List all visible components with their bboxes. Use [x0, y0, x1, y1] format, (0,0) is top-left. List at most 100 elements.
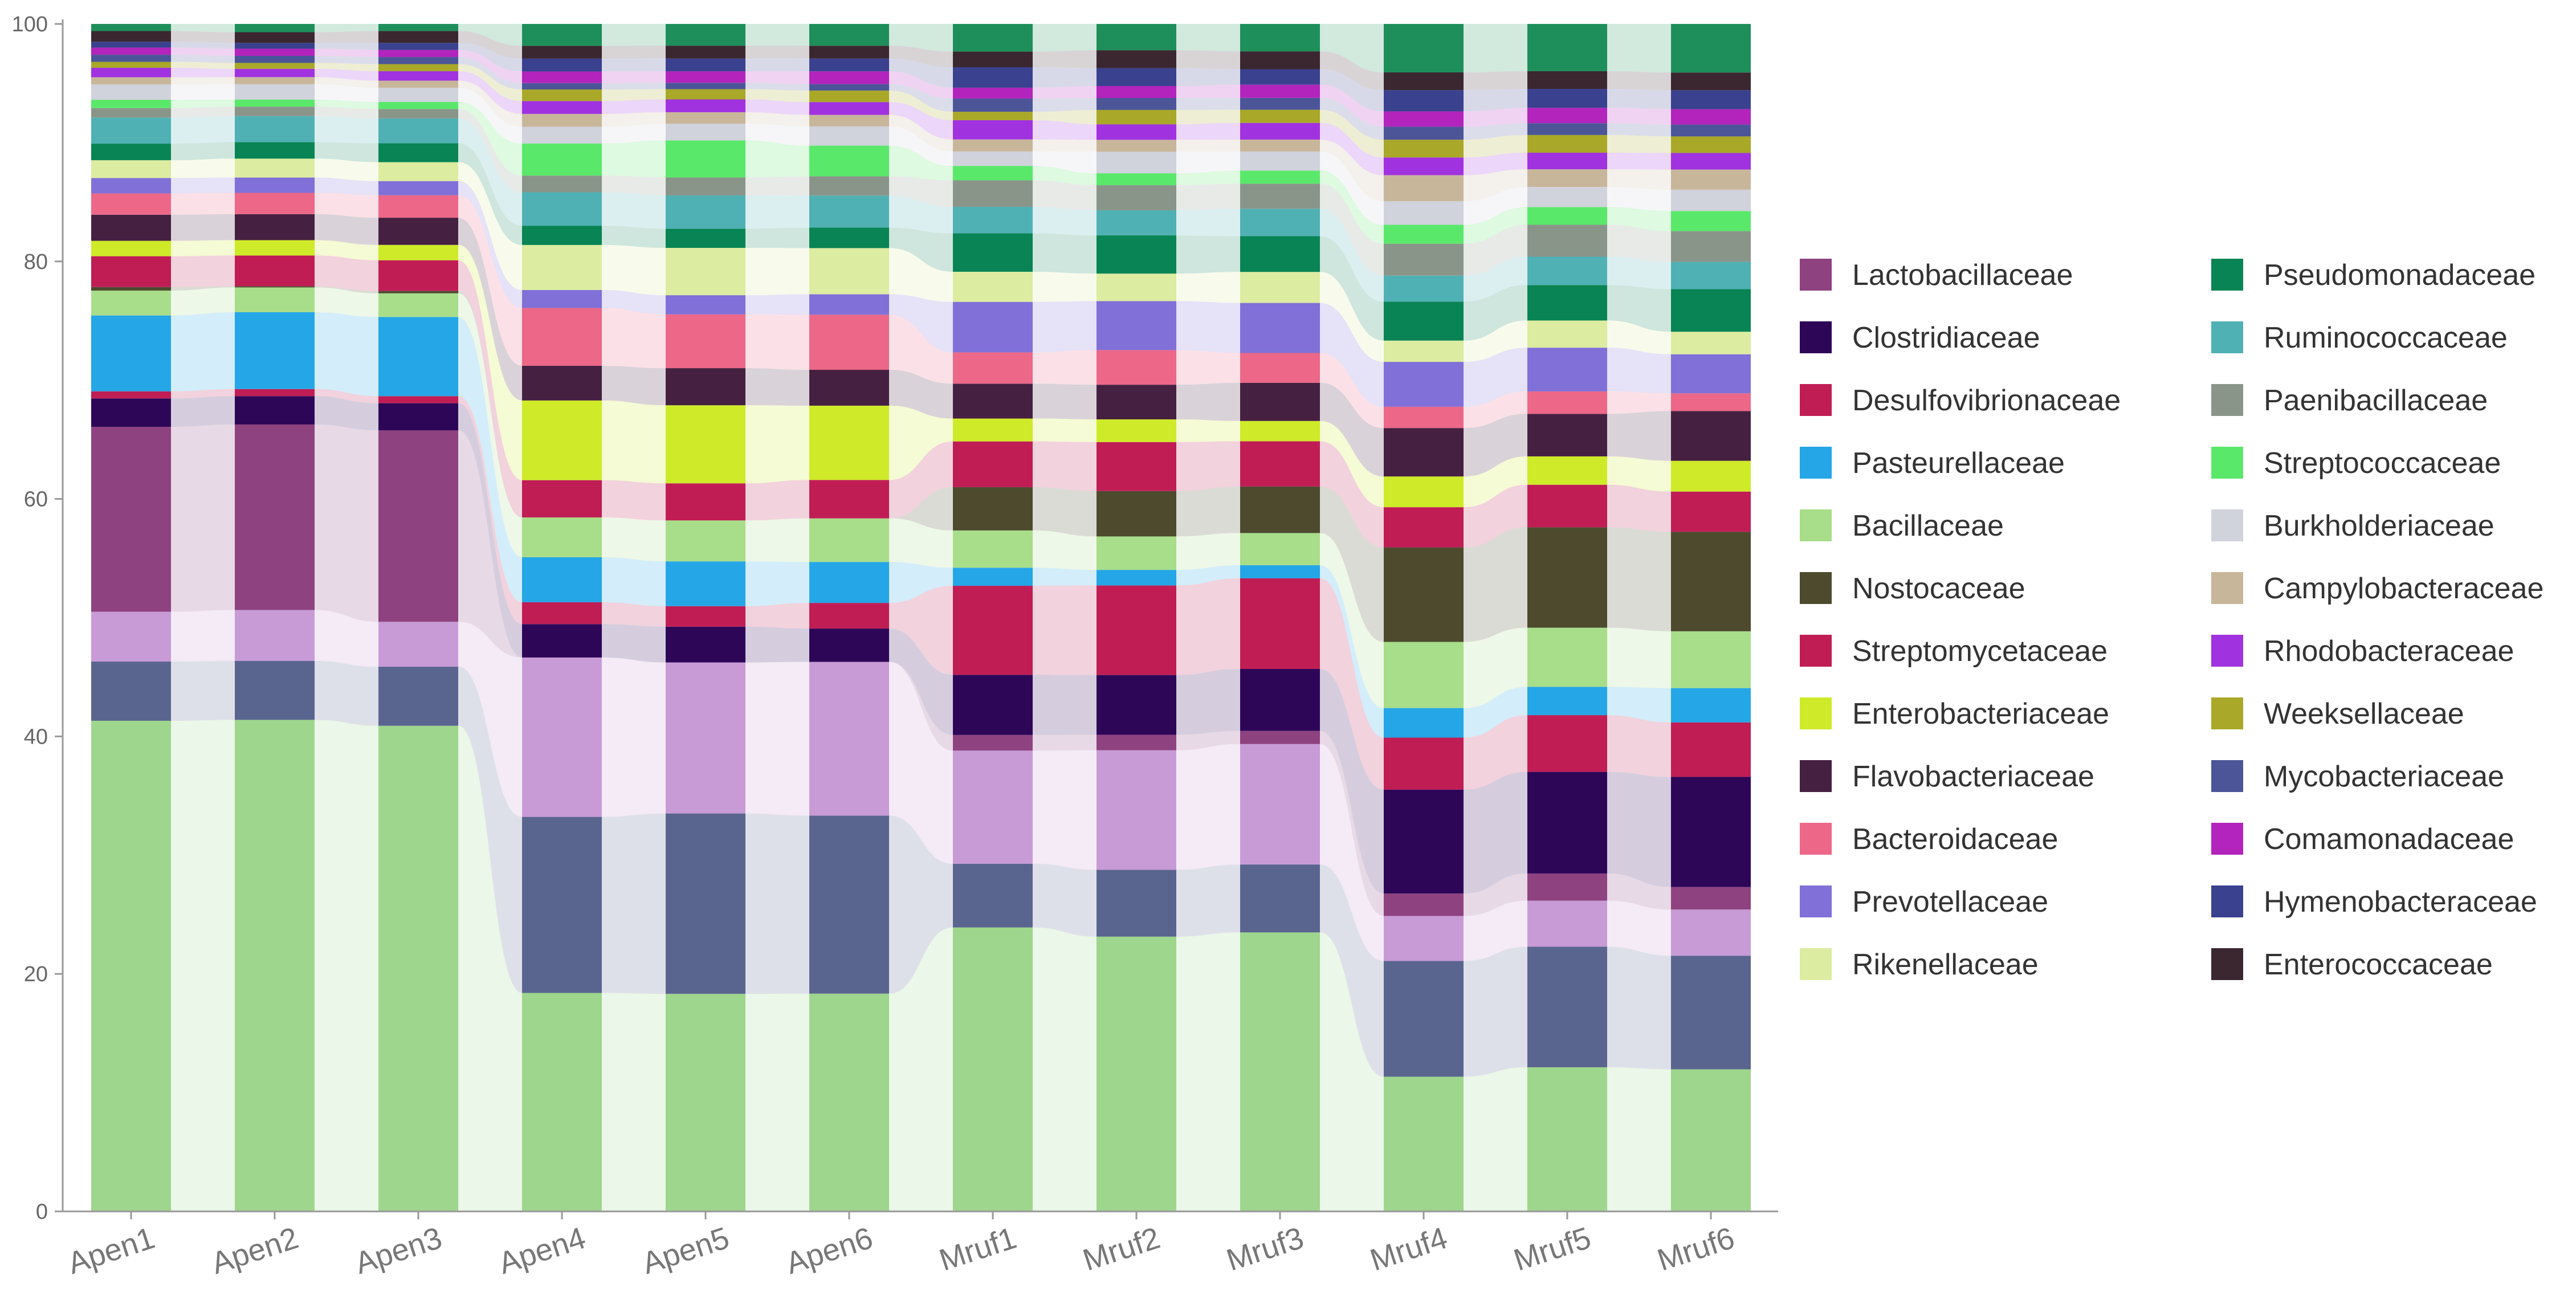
- bar-segment: [1097, 419, 1176, 442]
- bar-segment: [953, 67, 1033, 88]
- flow-band: [1464, 187, 1527, 225]
- bar-segment: [522, 817, 602, 993]
- flow-band: [1464, 687, 1527, 738]
- flow-band: [171, 287, 235, 316]
- legend-label: Burkholderiaceae: [2264, 509, 2495, 542]
- bar-segment: [522, 71, 602, 83]
- flow-band: [1607, 285, 1671, 332]
- flow-band: [171, 107, 235, 118]
- flow-band: [315, 660, 378, 726]
- flow-band: [1176, 419, 1240, 442]
- flow-band: [1464, 715, 1527, 790]
- flow-band: [889, 46, 953, 68]
- flow-band: [458, 43, 522, 72]
- x-tick-label: Mruf1: [935, 1221, 1021, 1278]
- bar-segment: [809, 294, 889, 315]
- bar-segment: [1671, 722, 1751, 777]
- flow-band: [1320, 84, 1384, 127]
- flow-band: [1033, 301, 1097, 353]
- flow-band: [315, 77, 378, 88]
- bar-segment: [1240, 441, 1320, 487]
- bar-segment: [953, 87, 1033, 99]
- bar-segment: [809, 562, 889, 603]
- legend-label: Mycobacteriaceae: [2264, 760, 2504, 793]
- flow-band: [889, 487, 953, 530]
- bar-segment: [235, 43, 315, 49]
- bar-segment: [953, 927, 1033, 1211]
- bar-segment: [1240, 272, 1320, 303]
- bar-segment: [1384, 72, 1464, 91]
- flow-band: [889, 662, 953, 751]
- bar-segment: [1240, 151, 1320, 171]
- bar-segment: [235, 720, 315, 1211]
- bar-segment: [1671, 90, 1751, 109]
- legend-label: Clostridiaceae: [1852, 321, 2040, 354]
- flow-band: [1320, 864, 1384, 1077]
- bar-segment: [1240, 353, 1320, 383]
- legend-swatch: [1800, 509, 1832, 541]
- flow-band: [1176, 730, 1240, 750]
- bar-segment: [1384, 961, 1464, 1077]
- bar-segment: [235, 55, 315, 63]
- bar-segment: [953, 206, 1033, 234]
- bar-segment: [666, 368, 745, 406]
- flow-band: [602, 624, 666, 663]
- bar-segment: [91, 214, 171, 241]
- flow-band: [1320, 170, 1384, 244]
- flow-band: [1320, 565, 1384, 738]
- bar-segment: [953, 233, 1033, 272]
- flow-band: [1033, 441, 1097, 491]
- flow-band: [745, 561, 809, 606]
- flow-band: [745, 626, 809, 663]
- flow-band: [1033, 487, 1097, 537]
- flow-band: [889, 71, 953, 99]
- bar-segment: [1527, 772, 1607, 874]
- flow-band: [315, 424, 378, 622]
- flow-band: [1033, 50, 1097, 68]
- bar-segment: [1671, 354, 1751, 394]
- flow-band: [602, 140, 666, 178]
- flow-band: [1607, 123, 1671, 137]
- flow-band: [1033, 86, 1097, 99]
- flow-band: [745, 46, 809, 59]
- flow-band: [171, 31, 235, 43]
- bar-segment: [953, 24, 1033, 52]
- bar-segment: [1097, 442, 1176, 491]
- legend-swatch: [1800, 635, 1832, 667]
- flow-band: [745, 140, 809, 178]
- bar-segment: [666, 124, 745, 141]
- flow-band: [315, 214, 378, 245]
- flow-band: [1033, 24, 1097, 52]
- bar-segment: [91, 256, 171, 287]
- flow-band: [1320, 236, 1384, 341]
- flow-band: [1176, 864, 1240, 937]
- bar-segment: [1671, 231, 1751, 262]
- bar-segment: [1384, 362, 1464, 407]
- bar-segment: [378, 143, 458, 162]
- bar-segment: [1527, 627, 1607, 687]
- flow-band: [315, 84, 378, 102]
- legend-label: Streptococcaceae: [2264, 447, 2501, 480]
- bar-segment: [1240, 170, 1320, 184]
- flow-band: [1033, 233, 1097, 274]
- bar-segment: [1384, 225, 1464, 244]
- flow-band: [1607, 873, 1671, 910]
- flow-band: [602, 112, 666, 127]
- bar-segment: [1671, 169, 1751, 190]
- bar-segment: [1527, 900, 1607, 947]
- flow-band: [315, 286, 378, 293]
- bar-segment: [1671, 262, 1751, 289]
- flow-band: [602, 71, 666, 83]
- flow-band: [315, 610, 378, 667]
- flow-band: [171, 312, 235, 391]
- flow-band: [889, 90, 953, 120]
- bar-segment: [1384, 737, 1464, 790]
- bar-segment: [953, 112, 1033, 120]
- bar-segment: [1384, 428, 1464, 477]
- flow-band: [1607, 484, 1671, 532]
- flow-band: [889, 195, 953, 234]
- flow-band: [1607, 1067, 1671, 1211]
- bar-segment: [1384, 642, 1464, 708]
- flow-band: [458, 260, 522, 518]
